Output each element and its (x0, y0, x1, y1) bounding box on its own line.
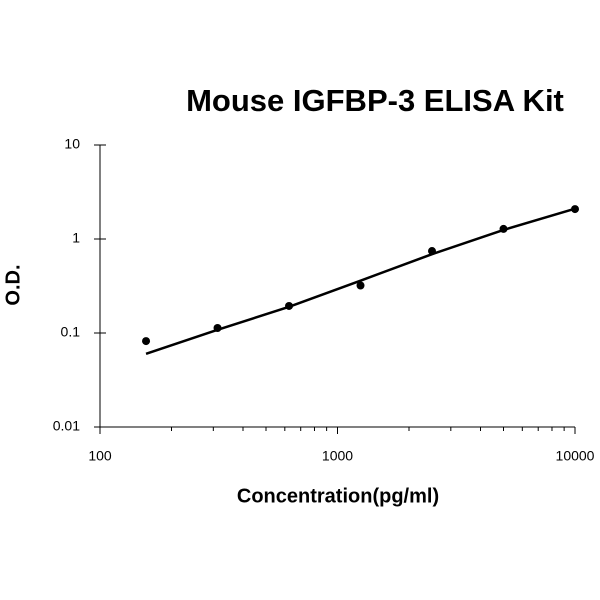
data-point (356, 281, 365, 290)
x-axis-label: Concentration(pg/ml) (237, 485, 439, 507)
y-tick-label: 0.1 (61, 324, 81, 340)
fit-curve (145, 207, 576, 356)
chart-title: Mouse IGFBP-3 ELISA Kit (186, 83, 564, 118)
x-tick-label: 1000 (322, 448, 353, 464)
data-point (285, 301, 294, 310)
data-point (142, 337, 151, 346)
y-tick-label: 1 (72, 230, 80, 246)
y-tick-label: 10 (64, 136, 80, 152)
x-tick-label: 100 (88, 448, 112, 464)
y-axis-label: O.D. (2, 264, 24, 305)
data-point (499, 224, 508, 233)
data-point (571, 205, 579, 214)
y-tick-label: 0.01 (53, 418, 80, 434)
data-point (428, 247, 437, 256)
x-tick-label: 10000 (556, 448, 595, 464)
data-point (213, 324, 222, 333)
